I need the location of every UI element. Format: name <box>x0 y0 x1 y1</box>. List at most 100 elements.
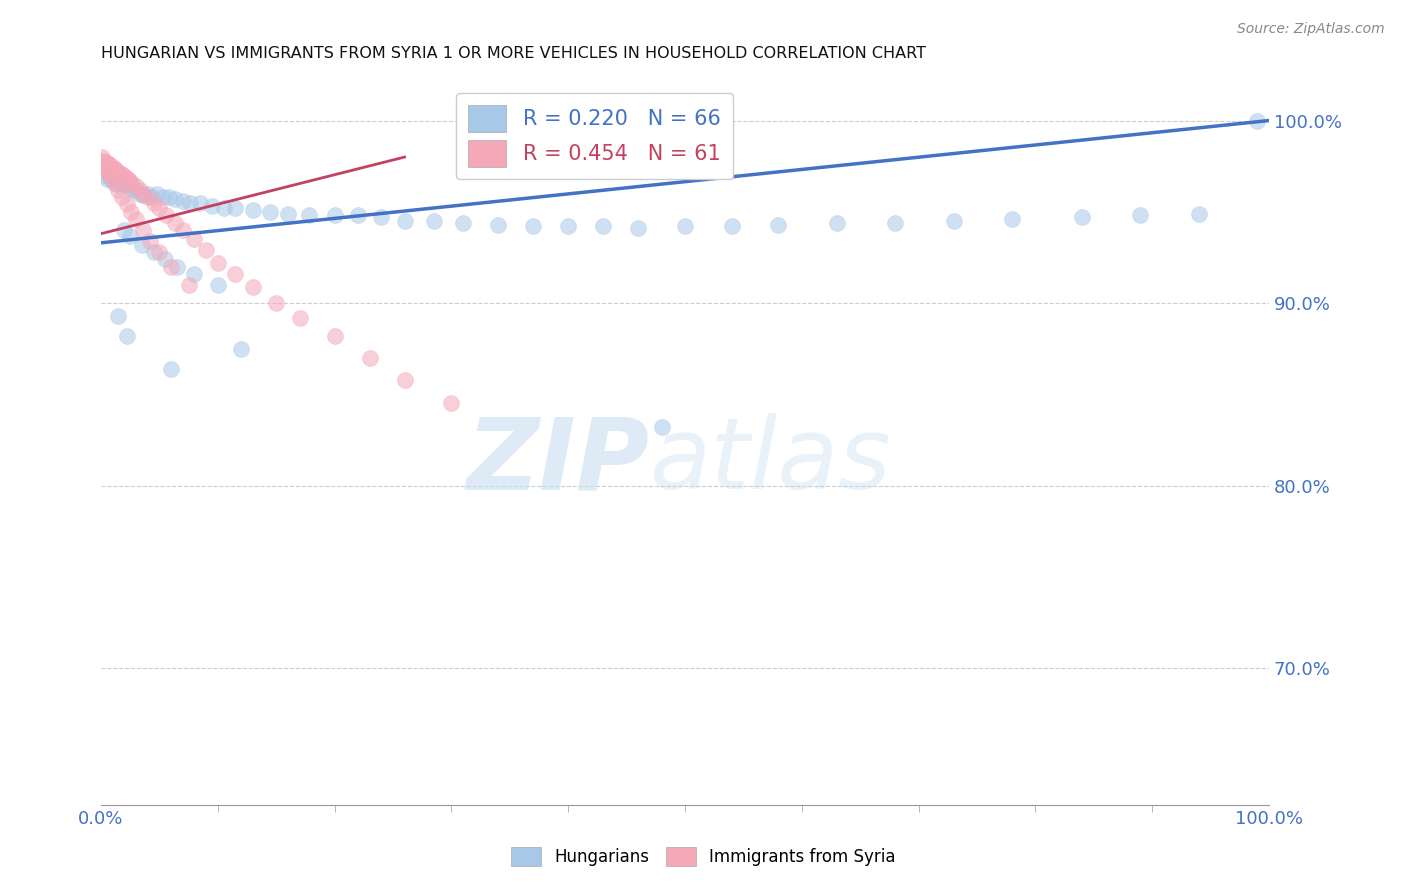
Legend: R = 0.220   N = 66, R = 0.454   N = 61: R = 0.220 N = 66, R = 0.454 N = 61 <box>456 93 733 179</box>
Point <box>115 178 138 192</box>
Text: atlas: atlas <box>650 413 891 510</box>
Point <box>101 161 124 175</box>
Point <box>142 195 165 210</box>
Point <box>347 209 370 223</box>
Point <box>183 232 205 246</box>
Point <box>1246 113 1268 128</box>
Point <box>112 170 135 185</box>
Point <box>94 155 117 169</box>
Point <box>166 260 188 274</box>
Point <box>120 174 142 188</box>
Point <box>224 201 246 215</box>
Point <box>172 223 194 237</box>
Point <box>177 277 200 292</box>
Point <box>153 252 176 267</box>
Point <box>97 164 120 178</box>
Point <box>451 216 474 230</box>
Point <box>107 183 129 197</box>
Point <box>942 214 965 228</box>
Point <box>115 172 138 186</box>
Point <box>114 170 136 185</box>
Point <box>132 188 155 202</box>
Point <box>195 243 218 257</box>
Point <box>148 201 170 215</box>
Text: ZIP: ZIP <box>467 413 650 510</box>
Point <box>131 237 153 252</box>
Point <box>112 223 135 237</box>
Point <box>111 169 134 183</box>
Point <box>136 186 159 201</box>
Point <box>97 157 120 171</box>
Point <box>91 153 114 168</box>
Point <box>592 219 614 234</box>
Point <box>136 190 159 204</box>
Point <box>120 181 142 195</box>
Point <box>104 176 127 190</box>
Point <box>179 195 201 210</box>
Point <box>139 234 162 248</box>
Point <box>1188 206 1211 220</box>
Point <box>115 197 138 211</box>
Point <box>141 190 163 204</box>
Point <box>163 216 186 230</box>
Point <box>277 206 299 220</box>
Point <box>288 310 311 325</box>
Point <box>359 351 381 365</box>
Point <box>125 183 148 197</box>
Point <box>100 159 122 173</box>
Point <box>160 260 183 274</box>
Point <box>259 204 281 219</box>
Point <box>96 172 118 186</box>
Point <box>224 267 246 281</box>
Point <box>112 169 135 183</box>
Point <box>651 420 673 434</box>
Legend: Hungarians, Immigrants from Syria: Hungarians, Immigrants from Syria <box>503 840 903 873</box>
Point <box>323 329 346 343</box>
Point <box>111 190 134 204</box>
Point <box>110 169 132 183</box>
Point <box>98 169 121 183</box>
Point <box>242 279 264 293</box>
Point <box>93 153 115 168</box>
Point <box>522 219 544 234</box>
Point <box>91 150 114 164</box>
Point <box>100 172 122 186</box>
Point <box>201 199 224 213</box>
Point <box>1071 211 1094 225</box>
Point <box>323 209 346 223</box>
Point <box>94 161 117 175</box>
Point <box>229 342 252 356</box>
Point <box>101 172 124 186</box>
Point <box>107 164 129 178</box>
Point <box>122 183 145 197</box>
Point <box>673 219 696 234</box>
Point <box>207 256 229 270</box>
Point <box>627 221 650 235</box>
Point <box>188 195 211 210</box>
Point <box>242 202 264 217</box>
Point <box>370 211 392 225</box>
Point <box>1001 212 1024 227</box>
Point <box>142 244 165 259</box>
Point <box>128 183 150 197</box>
Point <box>298 209 321 223</box>
Point <box>108 166 131 180</box>
Point <box>104 162 127 177</box>
Point <box>98 157 121 171</box>
Point <box>111 178 134 192</box>
Point <box>125 212 148 227</box>
Point <box>720 219 742 234</box>
Point <box>120 228 142 243</box>
Point <box>98 159 121 173</box>
Point <box>157 190 180 204</box>
Point <box>105 172 128 186</box>
Point <box>557 219 579 234</box>
Point <box>768 218 790 232</box>
Point <box>105 164 128 178</box>
Point <box>486 218 509 232</box>
Point <box>125 179 148 194</box>
Point <box>394 214 416 228</box>
Point <box>183 267 205 281</box>
Point <box>1129 209 1152 223</box>
Point <box>132 186 155 201</box>
